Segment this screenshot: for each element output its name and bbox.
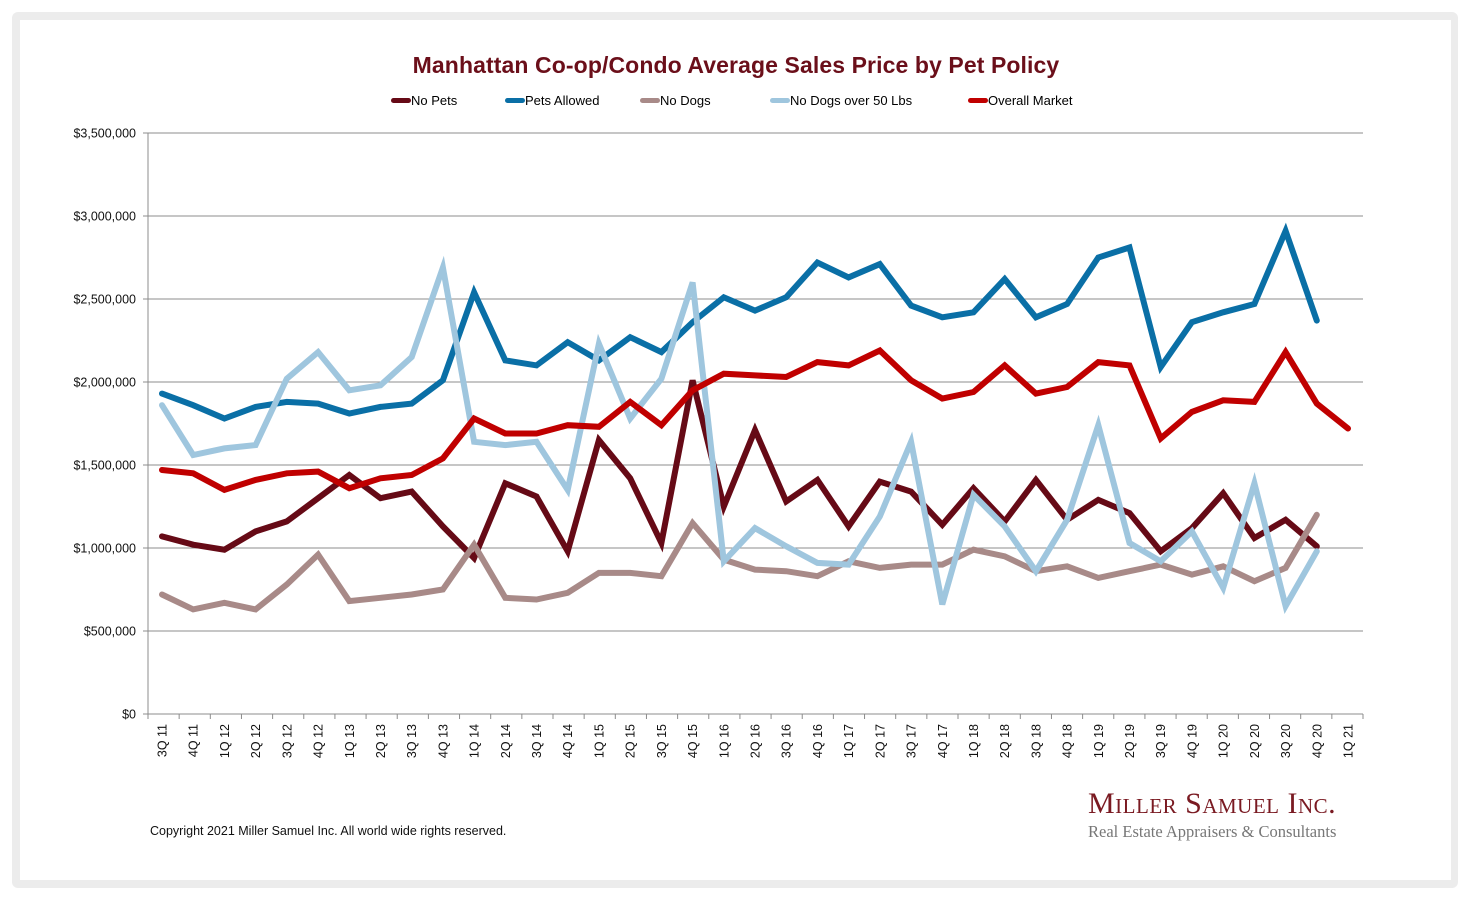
series-line-no-dogs-over-50-lbs: [159, 255, 1320, 615]
x-tick-label: 3Q 20: [1279, 724, 1293, 758]
y-tick-label: $1,000,000: [73, 542, 136, 556]
x-tick-label: 1Q 16: [717, 724, 731, 758]
legend-item: No Pets: [391, 93, 457, 108]
x-tick-label: 4Q 12: [312, 724, 326, 758]
x-tick-label: 1Q 18: [967, 724, 981, 758]
x-tick-label: 1Q 12: [218, 724, 232, 758]
brand-name: Miller Samuel Inc.: [1088, 787, 1337, 820]
x-tick-label: 4Q 19: [1185, 724, 1199, 758]
x-tick-label: 2Q 15: [624, 724, 638, 758]
legend-item: Pets Allowed: [505, 93, 599, 108]
x-tick-label: 3Q 16: [780, 724, 794, 758]
y-tick-label: $1,500,000: [73, 459, 136, 473]
x-tick-label: 2Q 14: [499, 724, 513, 758]
x-tick-label: 1Q 19: [1092, 724, 1106, 758]
legend-swatch: [505, 98, 525, 103]
legend-label: Overall Market: [988, 93, 1073, 108]
x-tick-label: 1Q 14: [468, 724, 482, 758]
series-line-overall-market: [159, 346, 1351, 494]
x-tick-label: 3Q 11: [156, 724, 170, 757]
chart-panel: [20, 20, 1451, 880]
x-tick-label: 1Q 20: [1217, 724, 1231, 758]
x-tick-label: 4Q 13: [436, 724, 450, 758]
series-line-no-pets: [159, 379, 1320, 564]
x-tick-label: 1Q 21: [1342, 724, 1356, 758]
legend: No Pets Pets Allowed No Dogs No Dogs over 5…: [0, 93, 1472, 111]
copyright-text: Copyright 2021 Miller Samuel Inc. All wo…: [150, 824, 507, 838]
x-tick-label: 4Q 11: [187, 724, 201, 757]
x-tick-label: 3Q 18: [1029, 724, 1043, 758]
x-tick-label: 3Q 13: [405, 724, 419, 758]
x-tick-label: 4Q 16: [811, 724, 825, 758]
x-tick-label: 3Q 12: [280, 724, 294, 758]
x-tick-label: 3Q 17: [905, 724, 919, 758]
legend-item: Overall Market: [968, 93, 1073, 108]
x-tick-label: 2Q 16: [749, 724, 763, 758]
x-tick-label: 3Q 19: [1154, 724, 1168, 758]
x-tick-label: 3Q 15: [655, 724, 669, 758]
x-tick-label: 4Q 15: [686, 724, 700, 758]
legend-swatch: [770, 98, 790, 103]
y-tick-label: $3,000,000: [73, 210, 136, 224]
x-tick-label: 2Q 13: [374, 724, 388, 758]
x-tick-label: 4Q 17: [936, 724, 950, 758]
y-tick-label: $500,000: [84, 625, 136, 639]
x-tick-label: 2Q 12: [249, 724, 263, 758]
legend-swatch: [391, 98, 411, 103]
x-tick-label: 4Q 18: [1061, 724, 1075, 758]
chart-title: Manhattan Co-op/Condo Average Sales Pric…: [412, 52, 1060, 78]
legend-label: No Dogs: [660, 93, 711, 108]
legend-label: No Dogs over 50 Lbs: [790, 93, 913, 108]
y-tick-label: $2,000,000: [73, 376, 136, 390]
legend-item: No Dogs over 50 Lbs: [770, 93, 912, 108]
brand-logo: Miller Samuel Inc. Real Estate Appraiser…: [1088, 788, 1336, 842]
y-tick-label: $0: [122, 708, 136, 722]
x-tick-label: 1Q 15: [592, 724, 606, 758]
brand-tagline: Real Estate Appraisers & Consultants: [1088, 822, 1337, 841]
x-tick-label: 2Q 18: [998, 724, 1012, 758]
x-tick-label: 2Q 17: [873, 724, 887, 758]
y-tick-label: $2,500,000: [73, 293, 136, 307]
y-tick-label: $3,500,000: [73, 127, 136, 141]
x-tick-label: 4Q 20: [1310, 724, 1324, 758]
x-tick-label: 1Q 13: [343, 724, 357, 758]
x-tick-label: 4Q 14: [561, 724, 575, 758]
legend-label: Pets Allowed: [525, 93, 600, 108]
legend-item: No Dogs: [640, 93, 711, 108]
x-tick-label: 2Q 20: [1248, 724, 1262, 758]
x-tick-label: 3Q 14: [530, 724, 544, 758]
legend-label: No Pets: [411, 93, 458, 108]
x-tick-label: 1Q 17: [842, 724, 856, 758]
series-line-no-dogs: [159, 511, 1320, 613]
series-line-pets-allowed: [159, 222, 1320, 422]
legend-swatch: [968, 98, 988, 103]
x-tick-label: 2Q 19: [1123, 724, 1137, 758]
legend-swatch: [640, 98, 660, 103]
